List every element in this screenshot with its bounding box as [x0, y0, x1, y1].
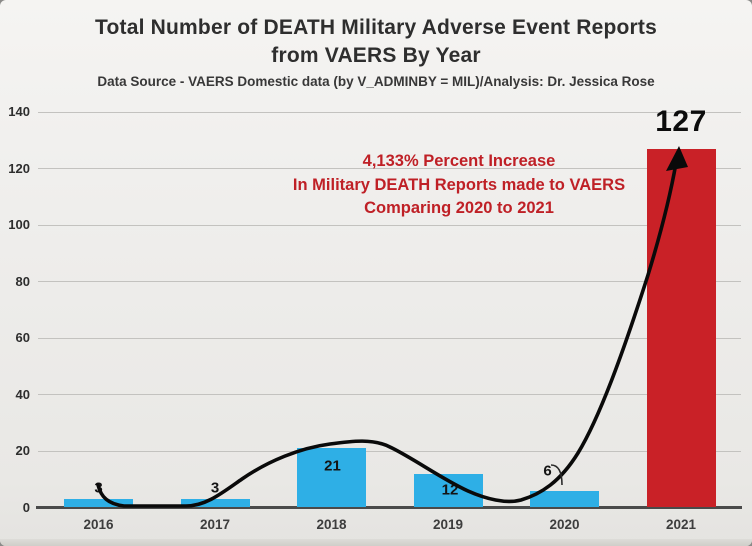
x-axis-label-2019: 2019: [432, 517, 464, 532]
bar-value-label-2019: 12: [441, 481, 459, 499]
y-axis-label-60: 60: [15, 330, 30, 345]
annotation-line2: In Military DEATH Reports made to VAERS: [292, 175, 626, 194]
x-axis-label-2018: 2018: [316, 517, 347, 532]
bar-2016: [64, 499, 133, 508]
y-axis-label-80: 80: [15, 273, 30, 289]
annotation-line3: Comparing 2020 to 2021: [364, 199, 554, 217]
gridline-y100: [38, 224, 741, 226]
bar-2021: [646, 148, 716, 508]
percent-increase-annotation: 4,133% Percent Increase In Military DEAT…: [278, 150, 640, 221]
chart-title-block: Total Number of DEATH Military Adverse E…: [0, 14, 752, 89]
bar-2020: [530, 490, 599, 508]
x-axis-line: [36, 506, 742, 509]
y-axis-label-0: 0: [22, 499, 30, 515]
gridline-y80: [38, 281, 741, 282]
gridline-y140: [38, 111, 741, 113]
bar-2017: [180, 499, 250, 508]
x-axis-label-2017: 2017: [199, 517, 231, 532]
chart-subtitle: Data Source - VAERS Domestic data (by V_…: [97, 74, 655, 89]
x-axis-label-2016: 2016: [83, 517, 114, 532]
x-axis-label-2021: 2021: [665, 517, 697, 532]
value-callout-line-2020: [550, 464, 563, 486]
y-axis-label-40: 40: [15, 386, 30, 402]
bar-value-label-2017: 3: [210, 479, 220, 497]
y-axis-label-140: 140: [8, 104, 30, 119]
gridline-y40: [38, 394, 741, 395]
bar-value-label-2016: 3: [94, 479, 103, 497]
chart-title-line1: Total Number of DEATH Military Adverse E…: [95, 16, 657, 39]
gridline-y60: [38, 337, 741, 339]
chart-title-line2: from VAERS By Year: [271, 44, 481, 67]
annotation-line1: 4,133% Percent Increase: [362, 152, 556, 170]
bar-value-label-2021: 127: [655, 104, 707, 138]
y-axis-label-120: 120: [8, 160, 30, 176]
x-axis-label-2020: 2020: [549, 517, 580, 532]
y-axis-label-20: 20: [15, 443, 30, 458]
gridline-y20: [38, 450, 741, 452]
y-axis-label-100: 100: [8, 217, 30, 232]
bar-value-label-2018: 21: [324, 457, 341, 475]
bar-value-label-2020: 6: [543, 462, 552, 480]
slide-bottom-edge: [0, 539, 752, 546]
